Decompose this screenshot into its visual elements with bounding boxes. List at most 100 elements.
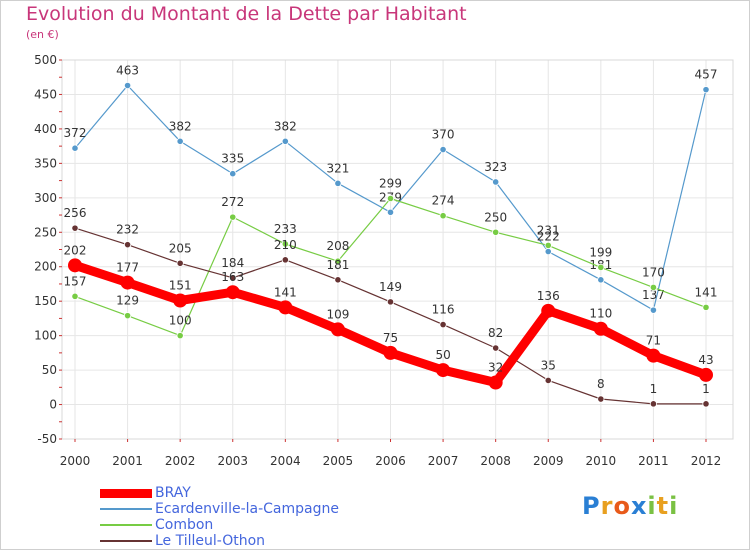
data-label-le-tilleul-othon: 82 [488, 326, 503, 340]
legend-swatch [100, 540, 152, 542]
legend-swatch [100, 508, 152, 510]
data-point-le-tilleul-othon [544, 376, 552, 385]
data-point-ecardenville-la-campagne [71, 144, 79, 152]
data-point-bray [225, 285, 240, 300]
data-point-bray [278, 300, 293, 315]
y-tick-label: 300 [34, 191, 57, 205]
data-label-ecardenville-la-campagne: 370 [432, 128, 455, 142]
data-label-ecardenville-la-campagne: 457 [695, 68, 718, 82]
data-label-le-tilleul-othon: 256 [64, 206, 87, 220]
data-label-combon: 129 [116, 294, 139, 308]
data-point-combon [492, 228, 500, 236]
data-point-bray [330, 322, 345, 337]
data-label-le-tilleul-othon: 184 [221, 256, 244, 270]
data-point-ecardenville-la-campagne [123, 81, 132, 90]
data-label-combon: 233 [274, 222, 297, 236]
y-tick-label: 350 [34, 156, 57, 170]
logo-letter: r [600, 492, 614, 520]
data-point-bray [120, 275, 135, 290]
data-label-le-tilleul-othon: 35 [541, 358, 556, 372]
data-label-ecardenville-la-campagne: 323 [484, 160, 507, 174]
data-label-bray: 110 [589, 307, 612, 321]
data-point-ecardenville-la-campagne [544, 247, 552, 256]
x-tick-label: 2003 [217, 454, 248, 468]
data-point-combon [702, 303, 710, 311]
data-label-bray: 32 [488, 360, 503, 374]
x-tick-label: 2012 [691, 454, 722, 468]
data-label-combon: 141 [695, 285, 718, 299]
data-label-bray: 50 [435, 348, 450, 362]
data-point-combon [597, 263, 605, 272]
data-label-combon: 100 [169, 314, 192, 328]
data-point-ecardenville-la-campagne [176, 137, 184, 145]
data-point-le-tilleul-othon [649, 400, 658, 408]
data-point-bray [646, 348, 661, 363]
data-label-bray: 177 [116, 261, 139, 275]
data-label-ecardenville-la-campagne: 382 [169, 119, 192, 133]
plot-area [61, 59, 734, 440]
logo-letter: i [647, 492, 657, 520]
data-label-ecardenville-la-campagne: 321 [326, 161, 349, 175]
data-label-combon: 170 [642, 265, 665, 279]
proxiti-logo: Proxiti [582, 492, 678, 520]
x-tick-label: 2000 [60, 454, 91, 468]
chart-subtitle: (en €) [26, 28, 59, 41]
data-label-combon: 199 [589, 245, 612, 259]
data-label-combon: 272 [221, 195, 244, 209]
legend-label: Le Tilleul-Othon [155, 533, 266, 549]
data-label-le-tilleul-othon: 181 [326, 258, 349, 272]
data-point-le-tilleul-othon [229, 274, 237, 282]
legend-swatch [100, 489, 152, 498]
data-label-bray: 141 [274, 285, 297, 299]
data-label-combon: 250 [484, 210, 507, 224]
data-label-le-tilleul-othon: 205 [169, 241, 192, 255]
data-point-le-tilleul-othon [176, 259, 184, 267]
data-label-bray: 136 [537, 289, 560, 303]
data-label-bray: 75 [383, 331, 398, 345]
data-point-le-tilleul-othon [386, 298, 395, 306]
data-point-combon [544, 241, 552, 249]
data-point-le-tilleul-othon [281, 256, 289, 264]
data-point-ecardenville-la-campagne [229, 170, 237, 178]
data-point-ecardenville-la-campagne [281, 137, 289, 145]
data-point-le-tilleul-othon [702, 400, 710, 408]
legend-label: BRAY [155, 485, 191, 501]
data-label-le-tilleul-othon: 8 [597, 377, 605, 391]
data-point-le-tilleul-othon [492, 344, 500, 352]
x-tick-label: 2004 [270, 454, 301, 468]
data-label-ecardenville-la-campagne: 372 [64, 126, 87, 140]
x-tick-label: 2005 [323, 454, 354, 468]
data-label-le-tilleul-othon: 210 [274, 238, 297, 252]
legend-item: Le Tilleul-Othon [100, 533, 400, 549]
data-point-bray [541, 303, 556, 318]
data-point-combon [649, 283, 658, 291]
data-label-le-tilleul-othon: 1 [650, 382, 658, 396]
data-label-combon: 157 [64, 274, 87, 288]
x-tick-label: 2011 [638, 454, 669, 468]
x-tick-label: 2002 [165, 454, 196, 468]
data-point-ecardenville-la-campagne [386, 208, 395, 216]
data-label-bray: 163 [221, 270, 244, 284]
x-tick-label: 2008 [480, 454, 511, 468]
data-point-bray [436, 363, 451, 378]
chart-title: Evolution du Montant de la Dette par Hab… [26, 3, 467, 25]
data-point-ecardenville-la-campagne [334, 179, 342, 187]
logo-letter: x [630, 492, 648, 520]
x-tick-label: 2009 [533, 454, 564, 468]
data-point-bray [699, 367, 713, 382]
data-point-le-tilleul-othon [597, 395, 605, 403]
data-label-combon: 299 [379, 177, 402, 191]
data-point-combon [439, 212, 447, 220]
data-point-combon [334, 257, 342, 265]
data-point-ecardenville-la-campagne [597, 276, 605, 284]
legend-swatch [100, 524, 152, 526]
data-label-bray: 71 [646, 334, 661, 348]
data-point-bray [593, 321, 608, 336]
data-label-ecardenville-la-campagne: 463 [116, 63, 139, 77]
data-point-ecardenville-la-campagne [439, 145, 447, 154]
y-tick-label: -50 [37, 432, 57, 446]
data-label-combon: 208 [326, 239, 349, 253]
data-point-bray [383, 345, 398, 360]
data-point-ecardenville-la-campagne [649, 306, 658, 314]
